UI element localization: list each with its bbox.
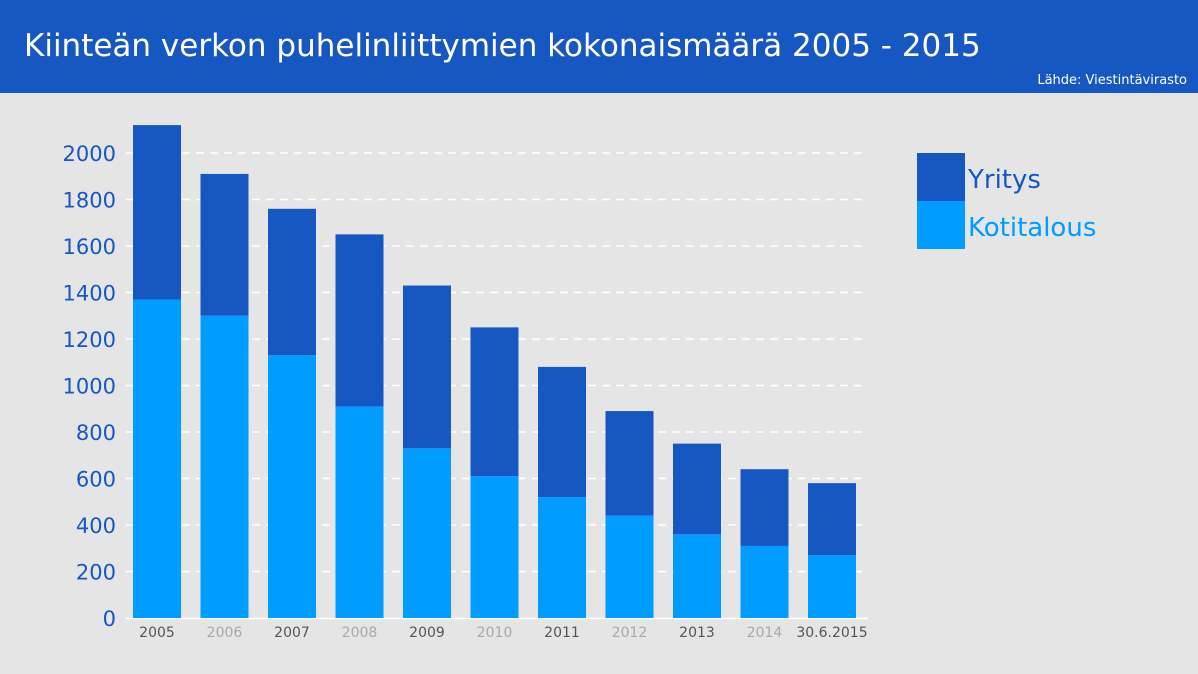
y-tick-label: 2000: [63, 142, 116, 166]
y-tick-label: 400: [76, 514, 116, 538]
bar-kotitalous: [740, 545, 789, 618]
x-tick-label: 2009: [409, 625, 445, 641]
y-tick-label: 1600: [63, 235, 116, 259]
bar-kotitalous: [605, 515, 654, 618]
bar-kotitalous: [268, 355, 316, 618]
bar-yritys: [403, 285, 451, 449]
bar-kotitalous: [133, 299, 181, 618]
bar-yritys: [268, 208, 316, 356]
bar-yritys: [200, 173, 249, 316]
legend-swatch-yritys: [917, 153, 965, 201]
legend-label-yritys: Yritys: [967, 165, 1041, 195]
bar-yritys: [605, 411, 654, 516]
bar-yritys: [470, 327, 519, 477]
y-tick-label: 0: [103, 607, 116, 631]
legend-label-kotitalous: Kotitalous: [968, 213, 1096, 243]
chart-title: Kiinteän verkon puhelinliittymien kokona…: [24, 28, 981, 64]
x-tick-label: 2014: [747, 625, 783, 641]
source-note: Lähde: Viestintävirasto: [1037, 73, 1187, 88]
y-tick-label: 1200: [63, 328, 116, 352]
bar-yritys: [673, 443, 721, 535]
bar-kotitalous: [200, 315, 249, 618]
bar-kotitalous: [673, 534, 721, 618]
x-tick-label: 2008: [342, 625, 378, 641]
bar-kotitalous: [538, 497, 586, 618]
bar-yritys: [133, 125, 181, 300]
bar-yritys: [740, 469, 789, 546]
x-tick-label: 2005: [139, 625, 175, 641]
x-tick-label: 2013: [679, 625, 715, 641]
bar-yritys: [808, 483, 856, 556]
bar-kotitalous: [403, 448, 451, 618]
bar-kotitalous: [470, 476, 519, 618]
x-tick-label: 30.6.2015: [796, 625, 867, 641]
legend-swatch-kotitalous: [917, 201, 965, 249]
x-tick-label: 2007: [274, 625, 310, 641]
x-tick-label: 2006: [207, 625, 243, 641]
bar-yritys: [538, 366, 586, 498]
y-tick-label: 200: [76, 561, 116, 585]
bar-kotitalous: [335, 406, 384, 618]
y-tick-label: 1800: [63, 189, 116, 213]
y-tick-label: 600: [76, 468, 116, 492]
chart-header: Kiinteän verkon puhelinliittymien kokona…: [0, 0, 1198, 93]
x-tick-label: 2011: [544, 625, 580, 641]
bar-yritys: [335, 234, 384, 407]
x-tick-label: 2012: [612, 625, 648, 641]
y-tick-label: 800: [76, 421, 116, 445]
y-tick-label: 1400: [63, 282, 116, 306]
bar-kotitalous: [808, 555, 856, 618]
y-tick-label: 1000: [63, 375, 116, 399]
x-tick-label: 2010: [477, 625, 513, 641]
